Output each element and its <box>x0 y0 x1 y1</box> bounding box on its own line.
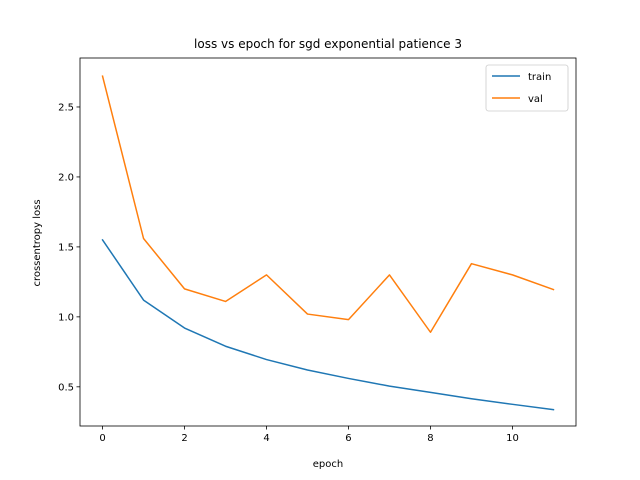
legend-box <box>485 64 569 112</box>
x-tick-label: 0 <box>99 433 105 444</box>
y-tick-label: 0.5 <box>58 382 74 393</box>
legend-label-train: train <box>528 72 551 83</box>
y-tick-label: 1.0 <box>58 312 74 323</box>
x-tick-label: 6 <box>345 433 351 444</box>
x-axis-title: epoch <box>313 459 343 470</box>
y-tick-label: 2.5 <box>58 102 74 113</box>
x-tick-label: 8 <box>427 433 433 444</box>
x-tick-label: 4 <box>263 433 269 444</box>
series-line-val <box>101 75 555 333</box>
legend: train val <box>485 64 569 112</box>
y-axis-title: crossentropy loss <box>32 199 43 286</box>
plot-frame <box>79 57 577 427</box>
x-tick-label: 2 <box>181 433 187 444</box>
chart-title: loss vs epoch for sgd exponential patien… <box>194 37 462 51</box>
y-tick-label: 1.5 <box>58 242 74 253</box>
series-line-train <box>101 238 555 411</box>
plot-area: 0 2 4 6 8 10 0.5 1.0 1.5 2.0 2.5 <box>58 57 577 444</box>
legend-label-val: val <box>528 94 543 105</box>
x-tick-label: 10 <box>506 433 519 444</box>
y-tick-label: 2.0 <box>58 172 74 183</box>
